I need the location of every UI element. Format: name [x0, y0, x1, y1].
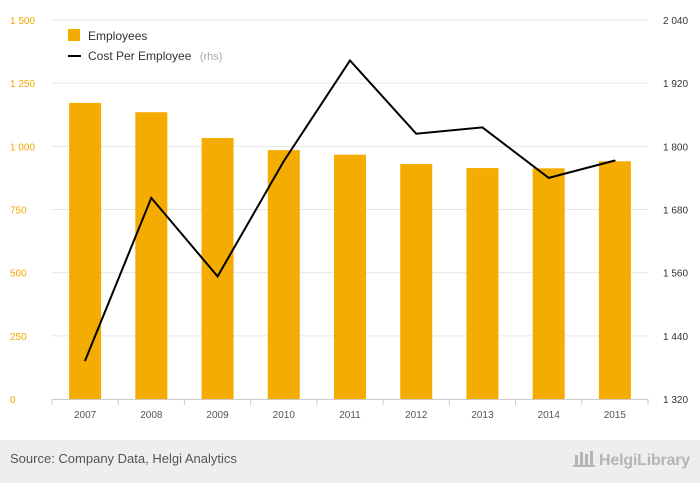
point-2009	[216, 275, 219, 278]
left-tick-label: 1 000	[10, 142, 35, 153]
right-tick-label: 1 920	[663, 79, 688, 90]
brand-name: HelgiLibrary	[599, 451, 690, 469]
source-note: Source: Company Data, Helgi Analytics	[10, 451, 237, 466]
right-tick-label: 1 440	[663, 332, 688, 343]
point-2015	[614, 159, 616, 162]
x-tick-label: 2008	[140, 410, 163, 421]
x-axis-labels: 2007 2008 2009 2010 2011 2012 2013 2014 2015	[74, 410, 626, 421]
right-tick-label: 1 320	[663, 395, 688, 406]
legend-swatch-employees	[68, 29, 80, 41]
bar-2014	[532, 168, 565, 399]
point-2007	[84, 359, 86, 362]
point-2013	[481, 126, 484, 129]
point-2011	[349, 59, 351, 62]
right-tick-label: 1 800	[663, 142, 688, 153]
brand-logo: HelgiLibrary	[573, 449, 690, 472]
left-tick-label: 1 250	[10, 79, 35, 90]
left-tick-label: 750	[10, 206, 27, 217]
x-tick-label: 2009	[206, 410, 229, 421]
legend-label-cost-per-employee: Cost Per Employee (rhs)	[88, 47, 222, 64]
employees-bars	[69, 102, 631, 400]
x-tick-label: 2012	[405, 410, 428, 421]
right-tick-label: 2 040	[663, 16, 688, 27]
library-icon	[573, 449, 596, 472]
footer	[0, 440, 700, 483]
point-2008	[150, 197, 153, 199]
right-y-axis: 1 320 1 440 1 560 1 680 1 800 1 920 2 040	[663, 16, 688, 406]
point-2012	[415, 132, 418, 135]
left-tick-label: 500	[10, 269, 27, 280]
bar-2011	[334, 154, 366, 399]
left-tick-label: 0	[10, 395, 16, 406]
left-tick-label: 1 500	[10, 16, 35, 27]
x-tick-label: 2007	[74, 410, 97, 421]
bar-2013	[466, 168, 499, 399]
right-tick-label: 1 560	[663, 269, 688, 280]
point-2010	[282, 160, 285, 162]
legend-label-employees: Employees	[88, 29, 147, 43]
bar-2012	[400, 164, 433, 399]
bar-2007	[69, 102, 102, 399]
left-tick-label: 250	[10, 332, 27, 343]
x-tick-label: 2015	[604, 410, 627, 421]
x-tick-label: 2011	[339, 410, 361, 421]
bar-2008	[135, 112, 168, 400]
legend: Employees Cost Per Employee (rhs)	[68, 29, 222, 64]
cost-per-employee-line	[84, 58, 616, 362]
x-tick-label: 2010	[273, 410, 296, 421]
x-tick-label: 2014	[538, 410, 561, 421]
legend-series-name: Cost Per Employee	[88, 49, 192, 63]
right-tick-label: 1 680	[663, 206, 688, 217]
bar-2010	[267, 150, 300, 399]
point-2014	[547, 177, 550, 179]
x-axis	[51, 399, 649, 405]
bar-2009	[201, 137, 234, 399]
left-y-axis: 0 250 500 750 1 000 1 250 1 500	[10, 16, 35, 406]
legend-rhs-note: (rhs)	[200, 51, 223, 63]
x-tick-label: 2013	[471, 410, 494, 421]
bar-2015	[598, 161, 631, 399]
